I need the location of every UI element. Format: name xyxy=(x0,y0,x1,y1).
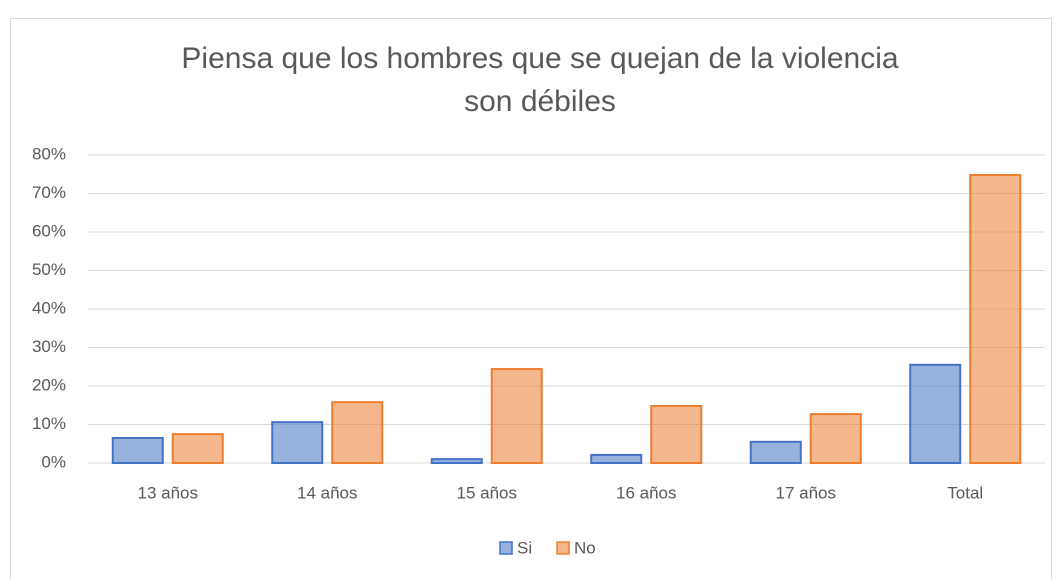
y-tick-label: 80% xyxy=(32,144,66,163)
x-tick-label: 17 años xyxy=(776,483,837,502)
bar xyxy=(909,363,962,465)
y-tick-label: 50% xyxy=(32,260,66,279)
chart-title: son débiles xyxy=(464,85,616,118)
bar xyxy=(271,421,324,465)
bar xyxy=(490,368,543,464)
legend-swatch xyxy=(499,541,513,555)
bar xyxy=(650,405,703,464)
y-tick-label: 10% xyxy=(32,414,66,433)
legend-swatch xyxy=(556,541,570,555)
y-tick-label: 30% xyxy=(32,337,66,356)
legend-label: No xyxy=(574,538,596,557)
y-tick-label: 60% xyxy=(32,221,66,240)
y-tick-label: 40% xyxy=(32,298,66,317)
x-tick-label: 14 años xyxy=(297,483,358,502)
bar xyxy=(331,401,384,465)
x-tick-label: 15 años xyxy=(457,483,518,502)
chart-title: Piensa que los hombres que se quejan de … xyxy=(181,42,898,75)
x-tick-label: 13 años xyxy=(138,483,199,502)
bar xyxy=(590,453,643,465)
bar xyxy=(969,174,1022,465)
y-tick-label: 0% xyxy=(41,452,66,471)
y-tick-label: 70% xyxy=(32,183,66,202)
bar xyxy=(111,436,164,465)
bar xyxy=(809,413,862,465)
legend-label: Si xyxy=(517,538,532,557)
bar xyxy=(171,433,224,464)
x-tick-label: 16 años xyxy=(616,483,677,502)
bar xyxy=(749,440,802,465)
x-tick-label: Total xyxy=(947,483,983,502)
y-tick-label: 20% xyxy=(32,375,66,394)
chart-frame xyxy=(10,18,1052,579)
bar xyxy=(430,458,483,464)
